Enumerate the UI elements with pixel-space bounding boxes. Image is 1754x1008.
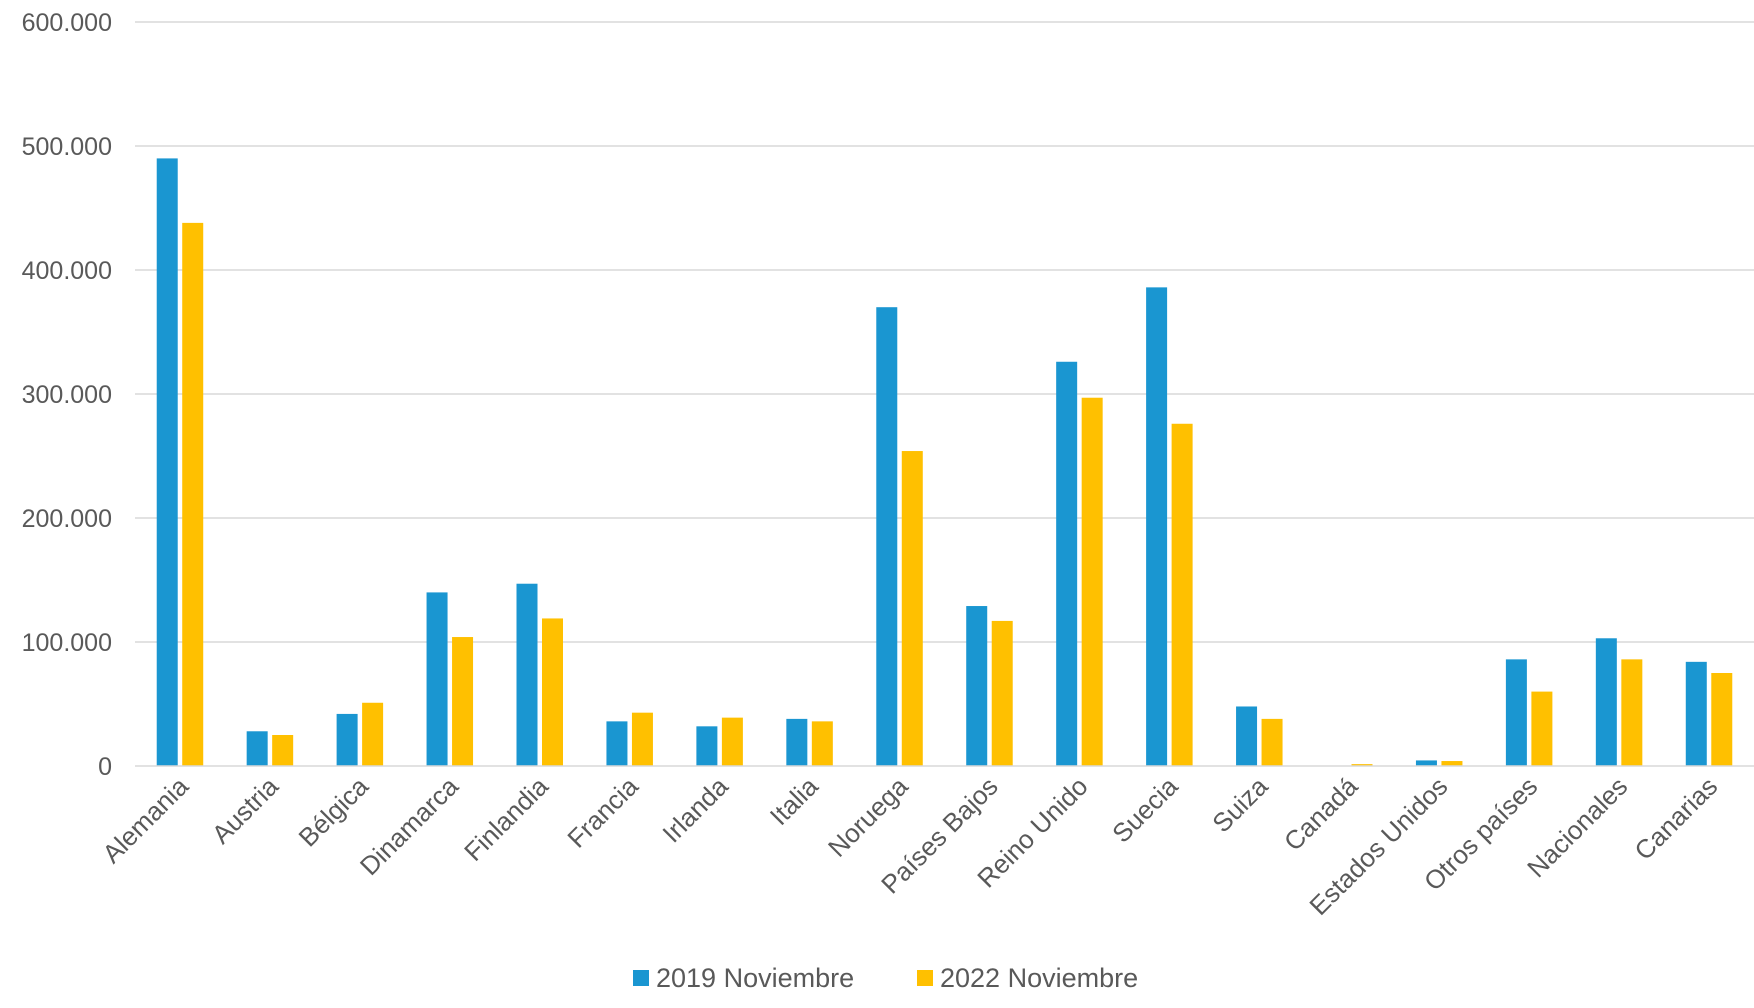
- bar-series-2: [1261, 718, 1283, 766]
- bar-series-2: [1081, 397, 1103, 766]
- x-category-label: Bélgica: [293, 771, 375, 853]
- bar-series-1: [156, 158, 178, 766]
- y-tick-label: 0: [98, 753, 112, 781]
- bar-series-1: [1505, 659, 1527, 766]
- bar-series-2: [1621, 659, 1643, 766]
- y-tick-label: 300.000: [22, 381, 112, 409]
- x-axis-category-labels: Alemania Austria BélgicaDinamarcaFinlandia…: [96, 771, 1723, 921]
- gridlines: [135, 21, 1754, 643]
- x-category-label: Irlanda: [656, 771, 734, 849]
- bars: [156, 158, 1733, 766]
- y-tick-label: 500.000: [22, 133, 112, 161]
- x-category-label: Austria: [206, 771, 285, 850]
- bar-series-1: [516, 583, 538, 766]
- x-category-label: Finlandia: [458, 771, 554, 867]
- bar-series-2: [901, 451, 923, 766]
- bar-series-2: [272, 735, 294, 766]
- bar-series-2: [1441, 761, 1463, 766]
- y-tick-label: 100.000: [22, 629, 112, 657]
- bar-series-2: [362, 702, 384, 766]
- bar-series-1: [426, 592, 448, 766]
- bar-series-2: [452, 637, 474, 766]
- bar-series-2: [182, 222, 204, 766]
- bar-series-1: [1415, 760, 1437, 766]
- bar-series-1: [1595, 638, 1617, 766]
- bar-series-1: [246, 731, 268, 766]
- bar-series-1: [336, 713, 358, 766]
- y-tick-label: 200.000: [22, 505, 112, 533]
- bar-series-1: [606, 721, 628, 766]
- bar-series-2: [1351, 764, 1373, 766]
- y-tick-label: 600.000: [22, 9, 112, 37]
- bar-series-2: [1711, 673, 1733, 766]
- legend-swatch: [633, 970, 649, 986]
- x-category-label: Italia: [764, 771, 824, 831]
- y-axis-tick-labels: 0 100.000 200.000 300.000 400.000 500.000 600.…: [22, 9, 112, 781]
- bar-series-2: [542, 618, 563, 766]
- bar-series-2: [631, 712, 653, 766]
- x-category-label: Alemania: [96, 771, 194, 869]
- x-category-label: Canarias: [1628, 771, 1723, 866]
- legend-swatch: [917, 970, 933, 986]
- bar-series-1: [966, 606, 988, 766]
- bar-series-2: [721, 717, 743, 766]
- bar-series-2: [1171, 423, 1193, 766]
- bar-series-2: [991, 620, 1013, 766]
- legend: 2019 Noviembre 2022 Noviembre: [633, 963, 1138, 993]
- x-category-label: Dinamarca: [354, 771, 464, 881]
- bar-series-1: [786, 718, 808, 766]
- x-category-label: Suecia: [1106, 771, 1184, 849]
- legend-label: 2022 Noviembre: [940, 963, 1138, 993]
- x-category-label: Noruega: [822, 771, 914, 863]
- x-category-label: Suiza: [1206, 771, 1274, 839]
- x-category-label: Francia: [561, 771, 644, 854]
- legend-label: 2019 Noviembre: [656, 963, 854, 993]
- bar-series-1: [1056, 361, 1078, 766]
- bar-series-1: [876, 307, 898, 766]
- bar-series-1: [1146, 287, 1168, 766]
- bar-series-1: [1685, 661, 1707, 766]
- y-tick-label: 400.000: [22, 257, 112, 285]
- x-category-label: Canadá: [1278, 771, 1364, 857]
- bar-series-2: [1531, 691, 1553, 766]
- bar-series-2: [811, 721, 833, 766]
- bar-series-1: [1236, 706, 1258, 766]
- bar-series-1: [696, 726, 718, 766]
